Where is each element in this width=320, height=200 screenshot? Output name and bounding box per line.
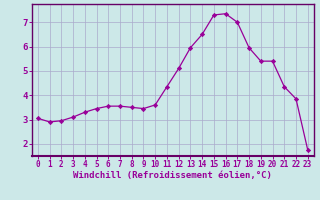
X-axis label: Windchill (Refroidissement éolien,°C): Windchill (Refroidissement éolien,°C) bbox=[73, 171, 272, 180]
